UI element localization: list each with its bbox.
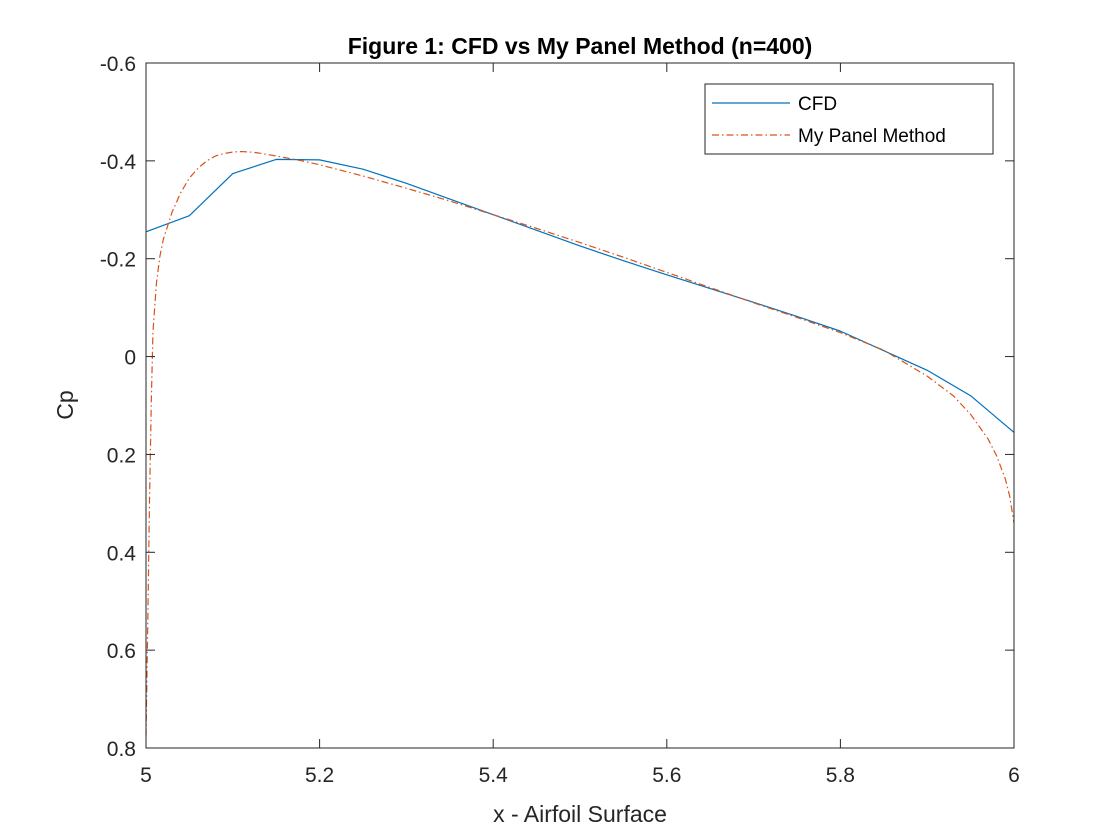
y-tick-label: 0.4 bbox=[107, 542, 137, 565]
series-line-my-panel-method bbox=[145, 150, 1015, 736]
y-tick-label: 0.8 bbox=[107, 738, 136, 761]
x-tick-label: 6 bbox=[1008, 764, 1020, 787]
y-tick-label: -0.4 bbox=[100, 151, 137, 174]
y-tick-label: 0.6 bbox=[107, 640, 136, 663]
chart-title: Figure 1: CFD vs My Panel Method (n=400) bbox=[348, 33, 813, 59]
x-tick-label: 5.4 bbox=[479, 764, 509, 787]
x-tick-label: 5.6 bbox=[652, 764, 681, 787]
legend-label-cfd: CFD bbox=[798, 94, 837, 115]
x-axis-label: x - Airfoil Surface bbox=[493, 801, 667, 827]
x-tick-label: 5 bbox=[140, 764, 152, 787]
x-axis-ticks: 5 5.2 5.4 5.6 5.8 6 bbox=[140, 63, 1020, 787]
plot-frame bbox=[145, 62, 1015, 749]
x-tick-label: 5.8 bbox=[826, 764, 855, 787]
y-tick-label: 0 bbox=[124, 347, 136, 370]
y-axis-ticks: -0.6 -0.4 -0.2 0 0.2 0.4 0.6 0.8 bbox=[100, 53, 1014, 761]
plot-area bbox=[146, 63, 1014, 748]
y-tick-label: -0.6 bbox=[100, 53, 136, 76]
legend: CFD My Panel Method bbox=[704, 83, 994, 155]
legend-box bbox=[704, 83, 994, 155]
y-tick-label: -0.2 bbox=[100, 249, 136, 272]
legend-label-panel-method: My Panel Method bbox=[798, 126, 946, 147]
y-axis-label: Cp bbox=[52, 390, 78, 419]
y-tick-label: 0.2 bbox=[107, 444, 136, 467]
series-layer bbox=[145, 150, 1015, 736]
x-tick-label: 5.2 bbox=[305, 764, 334, 787]
